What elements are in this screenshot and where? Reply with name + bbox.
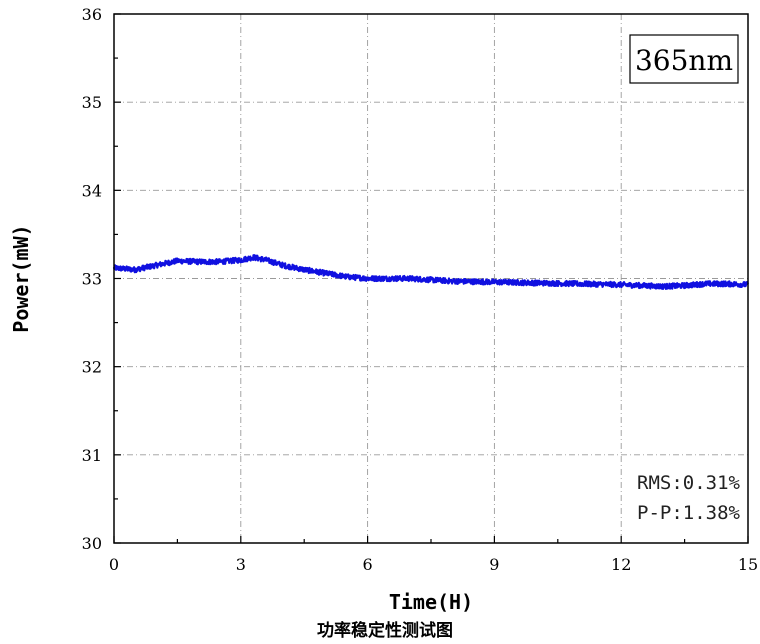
- axis-ticks: [113, 13, 749, 544]
- y-tick-label: 35: [82, 93, 102, 112]
- x-tick-label: 15: [738, 555, 758, 574]
- y-tick-label: 30: [82, 534, 102, 553]
- x-tick-label: 0: [109, 555, 119, 574]
- peak-to-peak-stat: P-P:1.38%: [637, 502, 741, 524]
- figure-caption: 功率稳定性测试图: [317, 620, 453, 641]
- y-tick-label: 33: [82, 270, 102, 289]
- y-tick-label: 32: [82, 358, 102, 377]
- legend-frame: [629, 34, 739, 84]
- power-series-line: [112, 254, 749, 291]
- x-axis-title: Time(H): [389, 590, 473, 614]
- rms-stat: RMS:0.31%: [637, 472, 741, 494]
- y-axis-title: Power(mW): [9, 224, 33, 332]
- series-layer: [112, 254, 749, 291]
- x-tick-label: 12: [611, 555, 631, 574]
- legend-box: 365nm: [629, 34, 739, 84]
- y-tick-label: 34: [82, 181, 102, 200]
- legend-label: 365nm: [635, 44, 733, 77]
- x-tick-label: 3: [236, 555, 246, 574]
- y-tick-label: 31: [82, 446, 102, 465]
- y-tick-label: 36: [82, 5, 102, 24]
- x-tick-label: 6: [363, 555, 373, 574]
- x-tick-label: 9: [489, 555, 499, 574]
